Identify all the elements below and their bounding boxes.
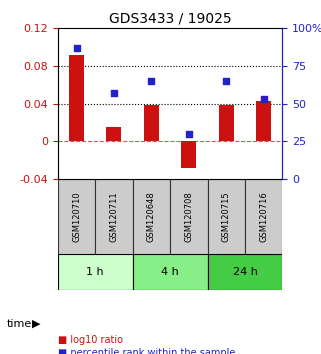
Text: 24 h: 24 h [233, 267, 257, 277]
FancyBboxPatch shape [245, 179, 282, 254]
FancyBboxPatch shape [58, 254, 133, 290]
FancyBboxPatch shape [208, 254, 282, 290]
Text: ■ log10 ratio: ■ log10 ratio [58, 335, 123, 345]
Text: GSM120710: GSM120710 [72, 191, 81, 242]
Point [261, 96, 266, 102]
Text: 1 h: 1 h [86, 267, 104, 277]
Text: 4 h: 4 h [161, 267, 179, 277]
FancyBboxPatch shape [208, 179, 245, 254]
Point [224, 78, 229, 84]
Text: GSM120711: GSM120711 [109, 191, 118, 242]
Text: time: time [6, 319, 32, 329]
Point [74, 45, 79, 51]
Text: ■ percentile rank within the sample: ■ percentile rank within the sample [58, 348, 235, 354]
Bar [181, 141, 196, 167]
Text: GSM120715: GSM120715 [222, 191, 231, 242]
Point [149, 78, 154, 84]
FancyBboxPatch shape [58, 179, 95, 254]
Bar [69, 55, 84, 141]
Bar [256, 101, 271, 141]
FancyBboxPatch shape [133, 179, 170, 254]
Bar [107, 127, 121, 141]
Text: GSM120708: GSM120708 [184, 191, 193, 242]
Point [111, 90, 117, 96]
Text: GSM120648: GSM120648 [147, 191, 156, 242]
FancyBboxPatch shape [95, 179, 133, 254]
Bar [144, 105, 159, 141]
Point [186, 131, 191, 137]
Text: GSM120716: GSM120716 [259, 191, 268, 242]
Text: ▶: ▶ [32, 319, 40, 329]
Title: GDS3433 / 19025: GDS3433 / 19025 [109, 12, 231, 26]
FancyBboxPatch shape [133, 254, 208, 290]
FancyBboxPatch shape [170, 179, 208, 254]
Bar [219, 105, 234, 141]
